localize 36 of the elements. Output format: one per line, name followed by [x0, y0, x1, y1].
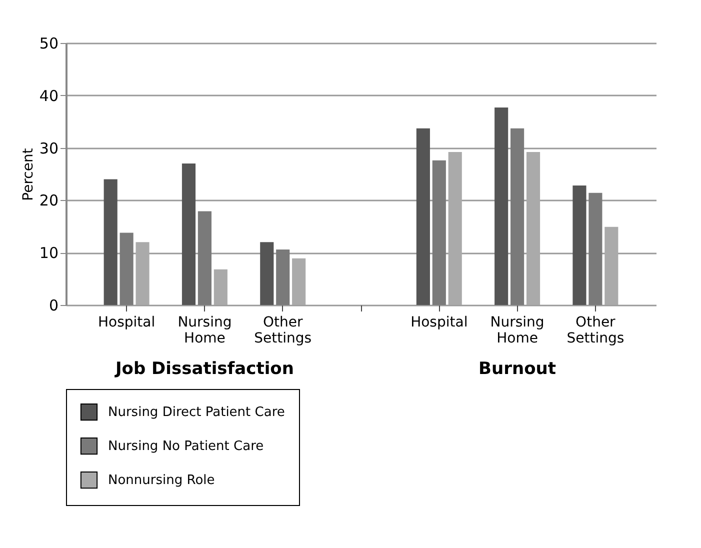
bar [136, 242, 150, 305]
text: Burnout [478, 359, 556, 379]
x-tick-label: Hospital [98, 314, 156, 330]
bar [260, 242, 274, 305]
bar [494, 107, 508, 305]
y-tick-label: 40 [39, 86, 58, 105]
y-tick-label: 20 [39, 192, 58, 210]
y-tick-label: 10 [39, 244, 58, 262]
x-tick-label: Hospital [410, 314, 468, 330]
bar [448, 152, 462, 305]
bar [198, 211, 212, 305]
bar [214, 269, 228, 305]
bar [572, 186, 586, 305]
y-axis-title: Percent [20, 148, 36, 201]
bar [526, 152, 540, 305]
legend-label: Nursing Direct Patient Care [108, 405, 285, 420]
bar [120, 232, 134, 305]
x-tick-label: Nursing Home [490, 314, 544, 346]
bar [588, 192, 602, 305]
bar [104, 179, 118, 305]
bar [292, 258, 306, 305]
bar [432, 160, 446, 305]
legend-label: Nonnursing Role [108, 473, 215, 488]
bar [276, 249, 290, 305]
bar [510, 128, 524, 305]
legend-label: Nursing No Patient Care [108, 439, 264, 454]
bar [182, 164, 196, 305]
text: Job Dissatisfaction [114, 359, 294, 379]
x-tick-label: Nursing Home [178, 314, 232, 346]
y-tick-label: 50 [39, 34, 58, 52]
y-tick-label: 30 [39, 139, 58, 158]
bar [416, 128, 430, 305]
y-tick-label: 0 [48, 296, 58, 314]
x-tick-label: Other Settings [254, 314, 312, 346]
x-tick-label: Other Settings [566, 314, 624, 346]
bar [604, 226, 618, 305]
